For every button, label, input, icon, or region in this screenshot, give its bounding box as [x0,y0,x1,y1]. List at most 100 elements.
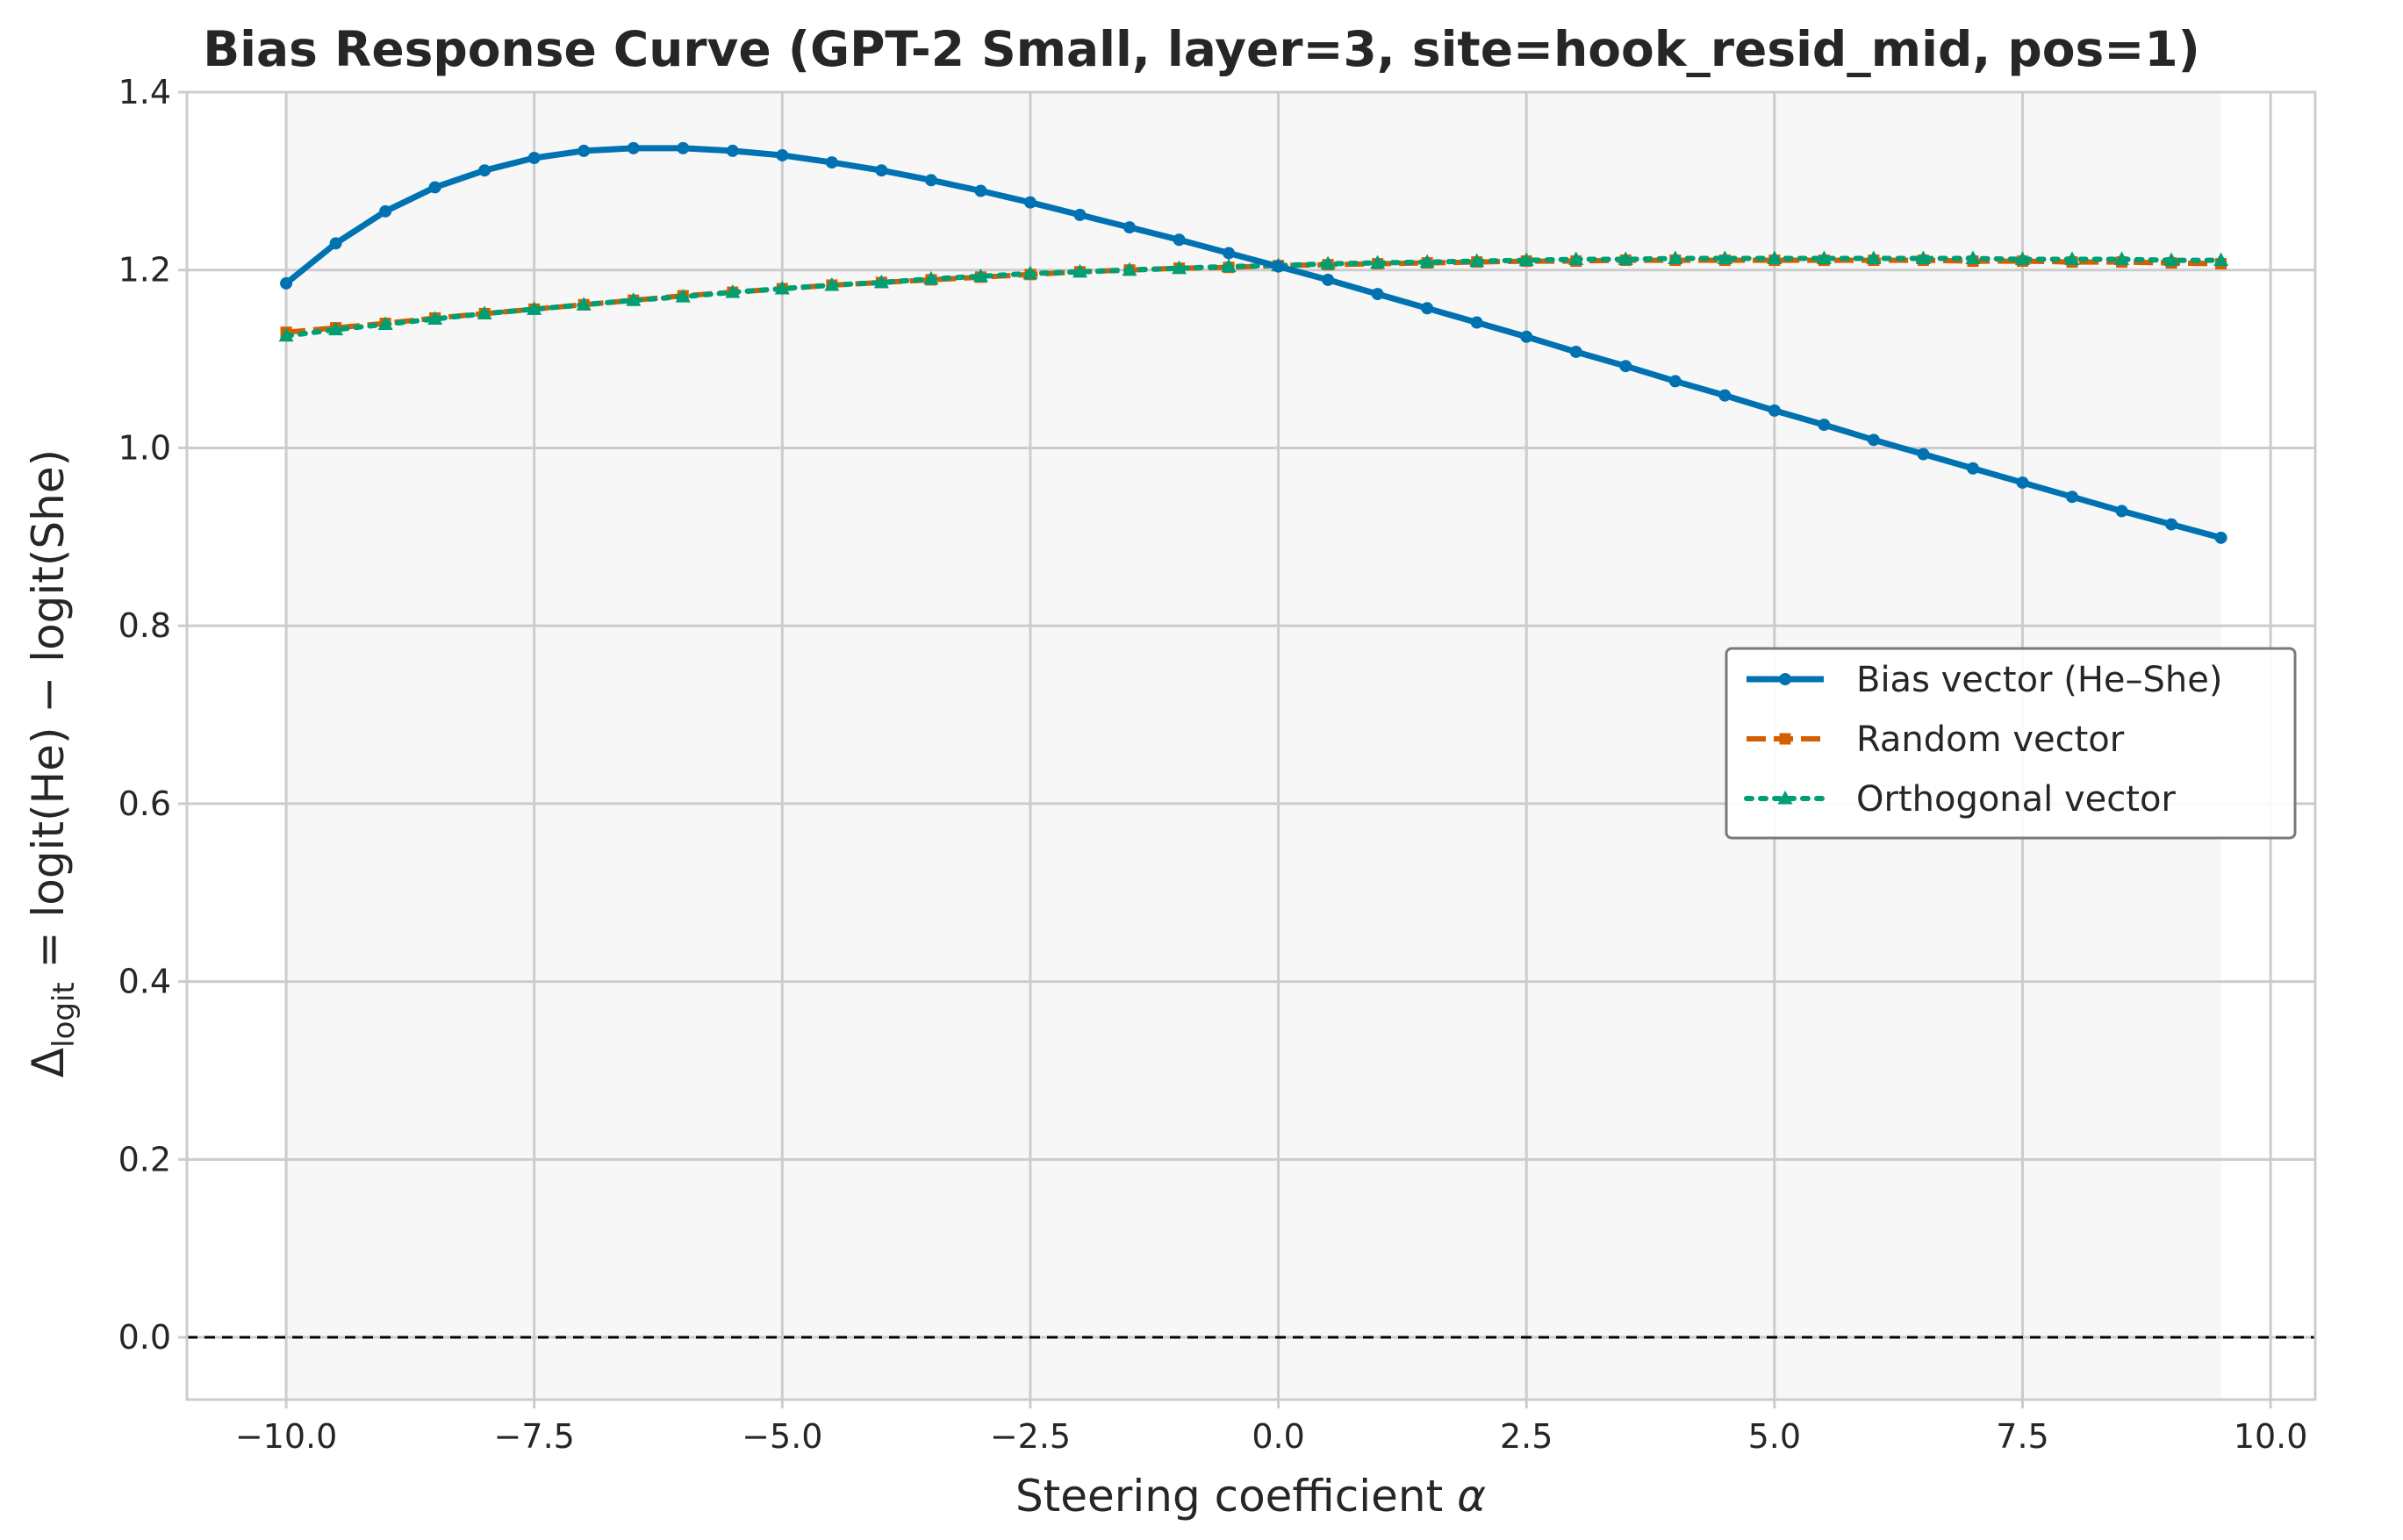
x-tick-label: −10.0 [235,1417,337,1456]
y-tick-label: 0.6 [118,784,171,823]
data-point [478,164,491,177]
data-point [576,297,592,311]
data-point [278,327,294,342]
y-tick-label: 0.4 [118,963,171,1001]
data-point [776,148,789,161]
data-point [924,174,937,187]
data-point [1965,250,1981,265]
legend-swatch-marker [1779,733,1791,745]
x-axis-label: Steering coefficient α [1015,1471,1486,1522]
data-point [527,301,542,315]
legend-label: Orthogonal vector [1856,779,2176,820]
data-point [2064,251,2080,266]
data-point [2213,252,2229,267]
x-axis-ticks: −10.0 −7.5 −5.0 −2.5 0.0 2.5 5.0 7.5 10.0 [235,1400,2307,1456]
legend-swatch-marker [1779,673,1791,685]
data-point [1023,196,1037,209]
data-point [1767,250,1783,265]
y-tick-label: 1.0 [118,428,171,467]
data-point [1915,250,1931,265]
data-point [2214,531,2227,544]
legend-entry: Orthogonal vector [1744,779,2176,820]
data-point [1668,375,1682,388]
legend-label: Random vector [1856,720,2125,760]
series-line [283,145,2222,541]
data-point [2014,251,2030,266]
data-point [2066,491,2079,504]
data-point [1518,252,1534,267]
y-axis-label-subscript: logit [47,982,82,1048]
data-point [677,141,690,154]
x-tick-label: −2.5 [990,1417,1071,1456]
data-point [428,181,441,194]
data-point [427,311,443,325]
series-triangle [278,250,2229,342]
chart-title: Bias Response Curve (GPT-2 Small, layer=… [203,21,2200,77]
data-point [1173,233,1186,247]
data-point [1619,360,1632,373]
data-point [923,270,939,285]
data-point [527,152,541,165]
data-point [1717,250,1732,265]
data-point [675,289,691,303]
data-point [1370,254,1386,269]
series-layer [278,141,2229,544]
data-point [1122,261,1137,276]
legend-entry: Bias vector (He–She) [1747,660,2222,700]
data-point [377,316,393,331]
data-point [774,281,790,295]
data-point [1569,345,1582,358]
data-point [1073,208,1087,221]
y-tick-label: 1.4 [118,73,171,111]
data-point [2165,518,2178,531]
data-point [477,305,492,319]
data-point [1469,253,1485,268]
y-tick-label: 0.8 [118,606,171,645]
legend-swatch-marker [1777,791,1793,805]
x-axis-label-symbol: α [1457,1471,1486,1522]
data-point [1917,448,1930,461]
data-point [2114,251,2130,266]
data-point [972,268,988,283]
legend-box [1725,647,2297,840]
data-point [1221,258,1237,273]
y-axis-label-delta: Δ [23,1048,74,1078]
data-point [577,144,591,157]
data-point [1718,389,1732,402]
data-point [1123,221,1137,234]
data-point [2115,505,2128,518]
legend: Bias vector (He–She) Random vector Orthogo… [1725,647,2297,840]
data-point [1470,316,1483,329]
data-point [328,321,344,336]
data-point [2163,252,2179,267]
data-point [1866,250,1882,265]
data-point [1618,251,1633,266]
data-point [873,274,889,289]
data-point [1768,404,1781,417]
data-point [1966,462,1979,475]
y-axis-ticks: 0.0 0.2 0.4 0.6 0.8 1.0 1.2 1.4 [118,73,187,1357]
y-axis-label: Δlogit = logit(He) − logit(She) [23,449,82,1078]
data-point [1520,330,1533,343]
legend-entry: Random vector [1747,720,2125,760]
data-point [329,237,342,250]
y-tick-label: 1.2 [118,251,171,290]
data-point [1172,260,1187,275]
data-point [726,144,739,157]
x-tick-label: 2.5 [1500,1417,1553,1456]
series-line [283,255,2224,339]
data-point [1867,433,1880,447]
data-point [1668,250,1683,265]
plot-frame [185,90,2317,1401]
data-point [974,184,987,197]
data-point [1419,254,1435,269]
data-point [1072,263,1087,278]
x-tick-label: −7.5 [494,1417,575,1456]
data-point [824,276,840,291]
x-tick-label: −5.0 [742,1417,822,1456]
x-tick-label: 5.0 [1748,1417,1801,1456]
data-point [1568,251,1584,266]
data-point [1371,288,1384,301]
data-point [1223,247,1236,260]
